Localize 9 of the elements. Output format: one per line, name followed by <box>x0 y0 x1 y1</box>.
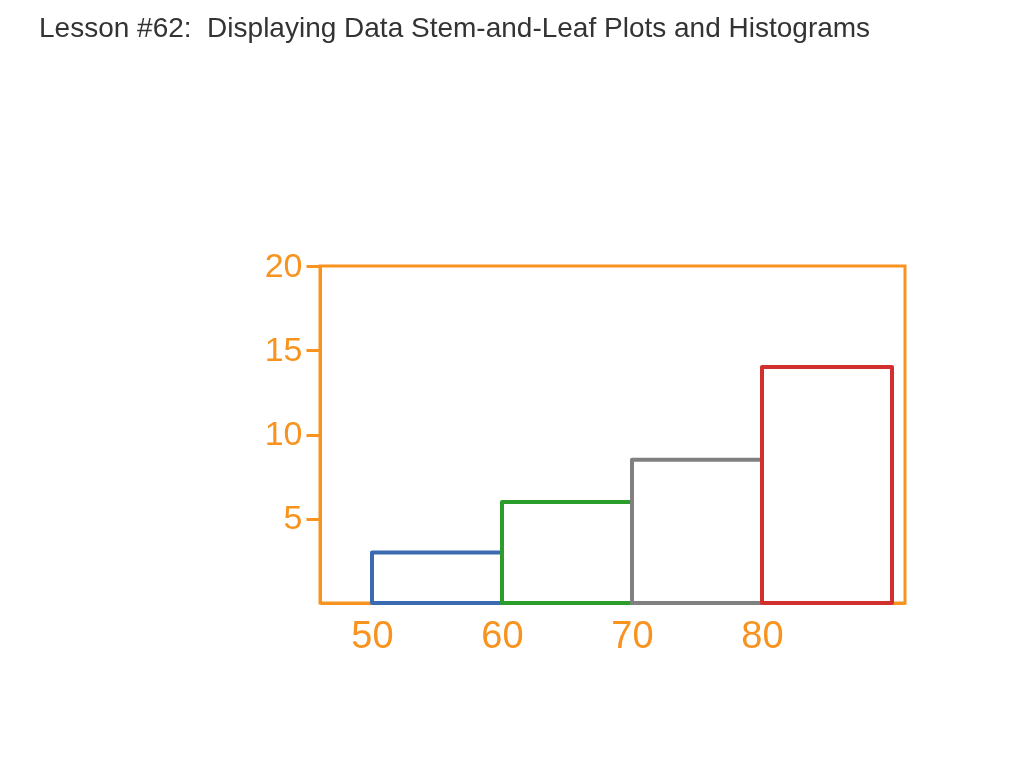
x-tick-label: 60 <box>481 613 524 656</box>
x-tick-label: 80 <box>741 613 784 656</box>
chart-title: Lesson #62: Displaying Data Stem-and-Leaf Plots and Histograms <box>39 12 871 43</box>
y-tick-label: 10 <box>264 414 303 452</box>
y-tick-label: 15 <box>264 329 303 368</box>
y-tick-label: 5 <box>283 498 303 537</box>
y-tick-label: 20 <box>264 245 303 284</box>
x-tick-label: 70 <box>611 613 654 656</box>
x-tick-label: 50 <box>351 613 394 656</box>
